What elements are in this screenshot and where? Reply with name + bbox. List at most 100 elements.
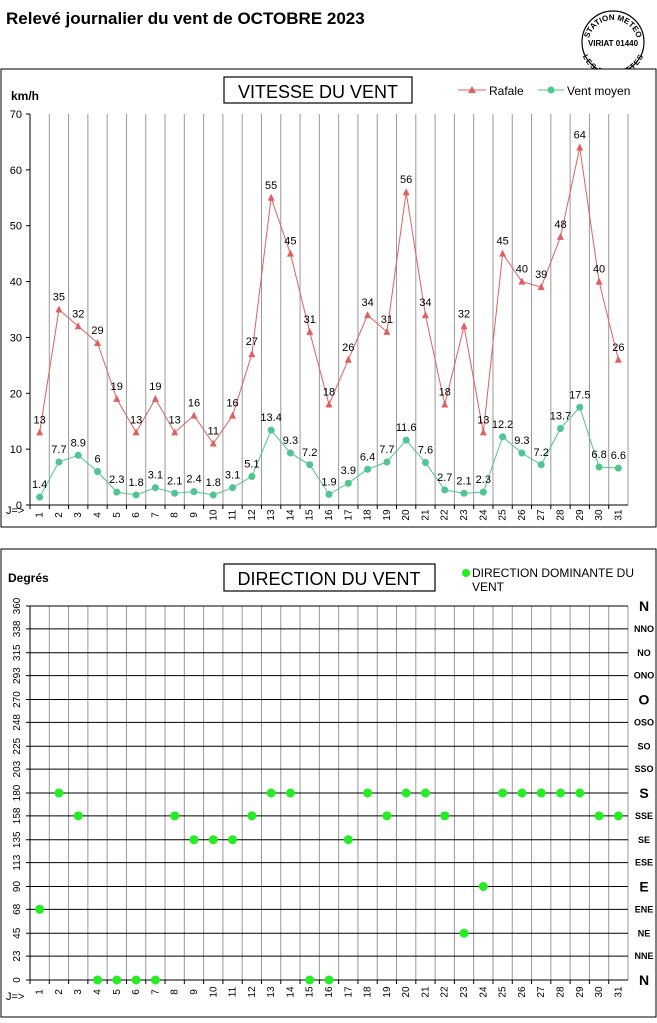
direction-legend: DIRECTION DOMINANTE DU VENT bbox=[462, 566, 634, 594]
rafale-data-label: 13 bbox=[169, 414, 181, 426]
speed-x-tick-label: 1 bbox=[35, 512, 46, 518]
legend-direction-label-l2: VENT bbox=[472, 580, 505, 594]
vent-moyen-point bbox=[171, 489, 179, 497]
rafale-point bbox=[556, 232, 564, 240]
rafale-point bbox=[36, 428, 44, 436]
vent-moyen-data-label: 6.4 bbox=[360, 451, 375, 463]
page-title: Relevé journalier du vent de OCTOBRE 202… bbox=[6, 9, 365, 28]
speed-y-tick-label: 70 bbox=[10, 109, 22, 121]
compass-label: E bbox=[639, 879, 648, 895]
compass-label: N bbox=[639, 598, 649, 614]
vent-moyen-point bbox=[499, 433, 507, 441]
direction-y-tick-label: 293 bbox=[12, 667, 23, 684]
vent-moyen-point bbox=[556, 424, 564, 432]
speed-x-tick-label: 14 bbox=[285, 509, 296, 521]
vent-moyen-data-label: 12.2 bbox=[492, 419, 513, 431]
rafale-data-label: 64 bbox=[574, 130, 586, 142]
rafale-point bbox=[421, 311, 429, 319]
vent-moyen-point bbox=[614, 464, 622, 472]
rafale-data-label: 39 bbox=[535, 269, 547, 281]
speed-x-tick-label: 9 bbox=[189, 512, 200, 518]
direction-y-tick-label: 90 bbox=[12, 881, 23, 893]
wind-speed-chart-panel: 0 10 20 30 40 50 60 70 1 2 3 4 5 6 7 8 9 10 11 12 13 14 15 16 17… bbox=[0, 68, 657, 528]
vent-moyen-point bbox=[209, 491, 217, 499]
rafale-point bbox=[209, 439, 217, 447]
rafale-point bbox=[537, 283, 545, 291]
speed-x-prefix: J=> bbox=[6, 505, 24, 517]
direction-y-tick-label: 338 bbox=[12, 620, 23, 637]
direction-point bbox=[440, 811, 450, 821]
rafale-data-label: 34 bbox=[419, 297, 431, 309]
rafale-point bbox=[267, 193, 275, 201]
direction-grid bbox=[29, 605, 629, 981]
direction-x-tick-label: 8 bbox=[170, 989, 181, 995]
vent-moyen-point bbox=[479, 488, 487, 496]
speed-x-tick-label: 30 bbox=[594, 509, 605, 521]
speed-x-tick-label: 3 bbox=[73, 512, 84, 518]
direction-point bbox=[305, 975, 315, 985]
rafale-point bbox=[383, 327, 391, 335]
speed-x-tick-label: 13 bbox=[266, 509, 277, 521]
rafale-point bbox=[248, 350, 256, 358]
vent-moyen-point bbox=[286, 449, 294, 457]
vent-moyen-point bbox=[94, 467, 102, 475]
rafale-data-label: 16 bbox=[226, 398, 238, 410]
vent-moyen-data-label: 17.5 bbox=[569, 389, 590, 401]
direction-x-tick-label: 21 bbox=[420, 986, 431, 998]
vent-moyen-data-label: 7.2 bbox=[534, 447, 549, 459]
direction-point bbox=[536, 788, 546, 798]
speed-x-tick-label: 17 bbox=[343, 509, 354, 521]
compass-label: NE bbox=[638, 928, 651, 938]
vent-moyen-point bbox=[421, 459, 429, 467]
rafale-point bbox=[364, 311, 372, 319]
vent-moyen-data-label: 2.1 bbox=[167, 475, 182, 487]
direction-x-tick-label: 15 bbox=[305, 986, 316, 998]
vent-moyen-point bbox=[55, 458, 63, 466]
rafale-data-label: 32 bbox=[458, 308, 470, 320]
rafale-point bbox=[325, 400, 333, 408]
speed-series-marks: 13 35 32 29 19 13 19 13 16 11 16 27 55 45 31 18 26 34 31 56… bbox=[32, 130, 626, 501]
rafale-point bbox=[55, 305, 63, 313]
vent-moyen-point bbox=[595, 463, 603, 471]
direction-point bbox=[285, 788, 295, 798]
rafale-point bbox=[94, 339, 102, 347]
direction-point bbox=[208, 835, 218, 845]
compass-label: O bbox=[639, 692, 650, 708]
direction-x-tick-label: 20 bbox=[401, 986, 412, 998]
speed-y-tick-label: 60 bbox=[10, 165, 22, 177]
legend-direction-label-l1: DIRECTION DOMINANTE DU bbox=[472, 566, 634, 580]
vent-moyen-data-label: 2.1 bbox=[456, 475, 471, 487]
direction-point bbox=[363, 788, 373, 798]
vent-moyen-data-label: 9.3 bbox=[514, 435, 529, 447]
direction-point bbox=[73, 811, 83, 821]
speed-x-tick-label: 22 bbox=[440, 509, 451, 521]
direction-series-marks bbox=[35, 788, 623, 985]
direction-x-tick-label: 26 bbox=[517, 986, 528, 998]
vent-moyen-point bbox=[576, 403, 584, 411]
direction-point bbox=[478, 882, 488, 891]
speed-legend: Rafale Vent moyen bbox=[458, 84, 630, 98]
direction-point bbox=[498, 788, 508, 798]
direction-x-tick-label: 23 bbox=[459, 986, 470, 998]
rafale-point bbox=[402, 188, 410, 196]
direction-y-tick-label: 0 bbox=[12, 977, 23, 983]
direction-x-tick-label: 10 bbox=[208, 986, 219, 998]
direction-y-tick-label: 68 bbox=[12, 903, 23, 915]
direction-x-tick-label: 27 bbox=[536, 986, 547, 998]
vent-moyen-data-label: 1.4 bbox=[32, 479, 47, 491]
direction-point bbox=[517, 788, 527, 798]
rafale-data-label: 55 bbox=[265, 180, 277, 192]
direction-x-tick-label: 3 bbox=[73, 989, 84, 995]
legend-rafale-label: Rafale bbox=[489, 84, 524, 98]
speed-x-tick-label: 5 bbox=[112, 512, 123, 518]
speed-ylabel: km/h bbox=[11, 89, 39, 103]
speed-x-tick-label: 18 bbox=[363, 509, 374, 521]
direction-y-tick-label: 203 bbox=[12, 760, 23, 777]
vent-moyen-point bbox=[441, 486, 449, 494]
vent-moyen-point bbox=[402, 436, 410, 444]
speed-x-tick-label: 16 bbox=[324, 509, 335, 521]
direction-x-tick-label: 31 bbox=[613, 986, 624, 998]
direction-point bbox=[54, 788, 64, 798]
